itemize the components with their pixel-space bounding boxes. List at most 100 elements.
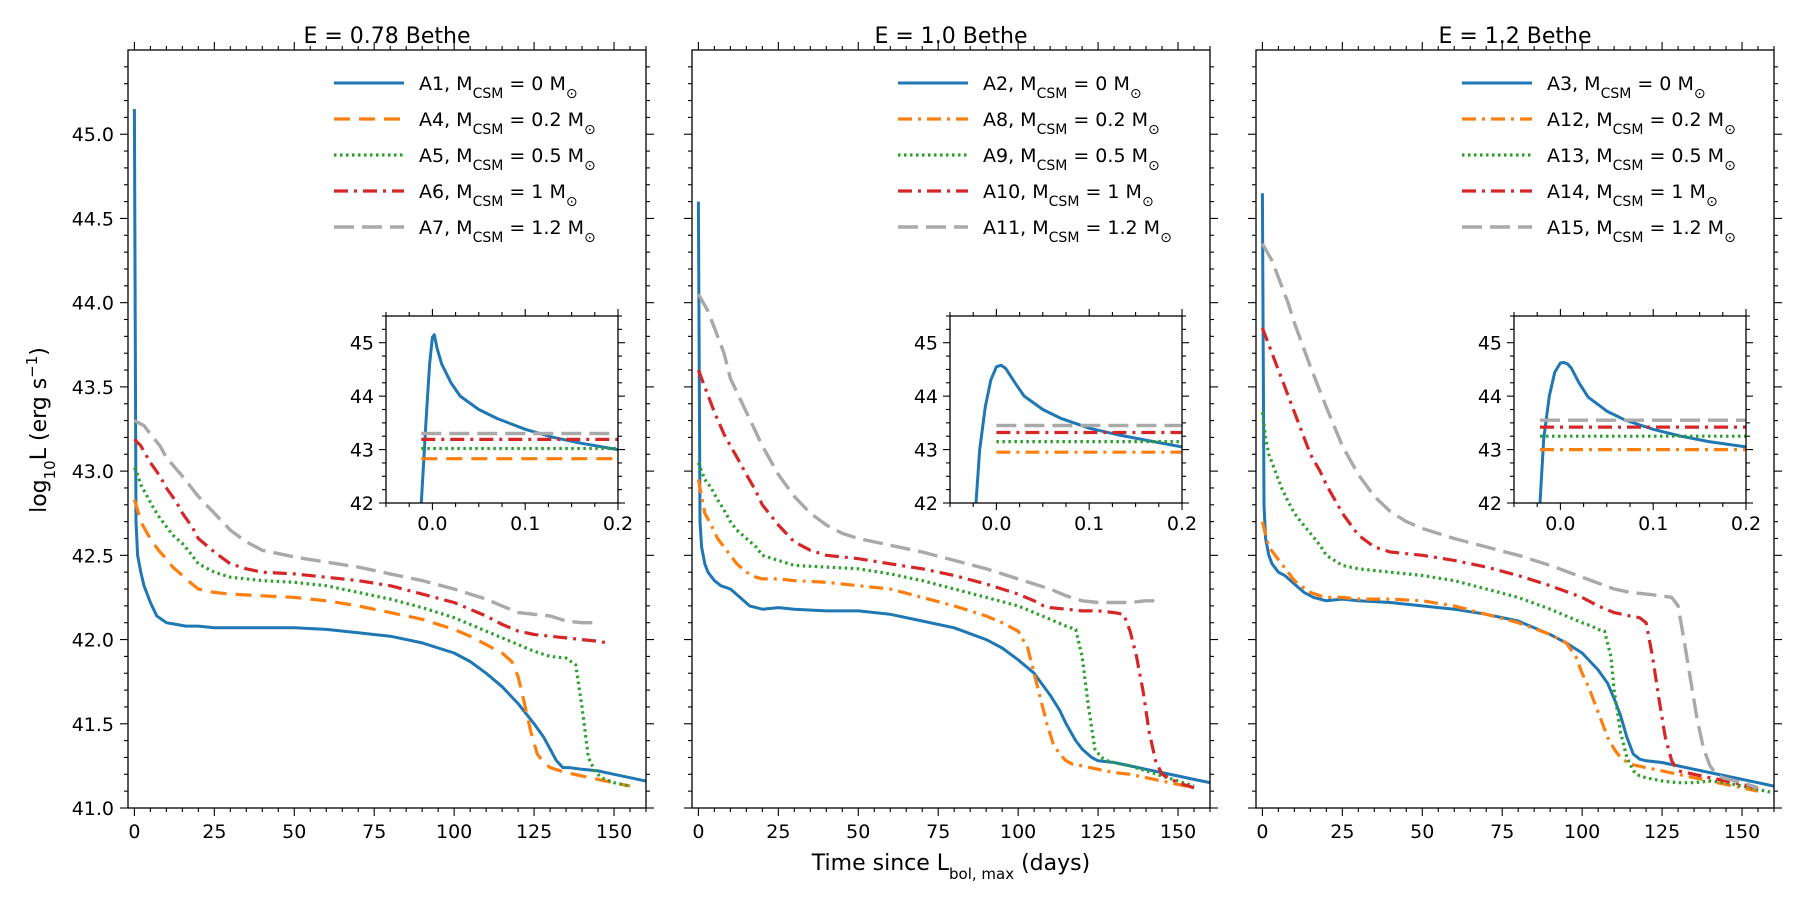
axes-frame (127, 49, 647, 809)
axes-frame (1255, 49, 1775, 809)
x-tick-label: 150 (1724, 821, 1760, 843)
series-group (1260, 193, 1774, 795)
y-tick-label: 43.5 (72, 377, 114, 399)
panel-3: E = 1.2 Bethe 0 25 50 75 100 125 150 A3, MCSM = … (1248, 24, 1782, 843)
y-axis-label: log10L (erg s−1) (23, 347, 59, 513)
series-line-a8 (696, 479, 1195, 790)
inset-series-group (974, 363, 1182, 503)
panel-1: E = 0.78 Bethe 0 25 50 75 100 125 150 41.0 41.5 42… (72, 24, 654, 843)
inset-x-tick-label: 0.2 (603, 513, 633, 535)
x-tick-label: 75 (926, 821, 950, 843)
inset-y-tick-label: 43 (1478, 440, 1502, 462)
y-tick-label: 44.5 (72, 208, 114, 230)
legend-entry-a10: A10, MCSM = 1 M⊙ (983, 181, 1154, 210)
panel-title: E = 1.0 Bethe (874, 24, 1027, 49)
inset-series-line-a2 (974, 363, 1182, 503)
x-tick-label: 0 (1256, 821, 1268, 843)
inset-x-tick-label: 0.1 (1074, 513, 1104, 535)
series-line-a11 (696, 293, 1162, 605)
y-tick-label: 43.0 (72, 461, 114, 483)
series-line-a10 (696, 369, 1195, 790)
y-tick-label: 41.5 (72, 714, 114, 736)
series-line-a13 (1260, 411, 1774, 795)
inset-background (950, 316, 1182, 503)
x-tick-label: 50 (846, 821, 870, 843)
x-tick-label: 75 (362, 821, 386, 843)
x-tick-label: 100 (1564, 821, 1600, 843)
x-tick-label: 25 (1330, 821, 1354, 843)
legend-entry-a1: A1, MCSM = 0 M⊙ (419, 73, 578, 102)
legend-entry-a5: A5, MCSM = 0.5 M⊙ (419, 145, 596, 174)
x-tick-label: 150 (596, 821, 632, 843)
inset-y-tick-label: 45 (350, 333, 374, 355)
inset: 0.0 0.1 0.2 42 43 44 45 (350, 309, 633, 535)
x-tick-label: 75 (1490, 821, 1514, 843)
inset-y-tick-label: 42 (1478, 493, 1502, 515)
x-tick-label: 125 (516, 821, 552, 843)
panel-title: E = 1.2 Bethe (1438, 24, 1591, 49)
panel-title: E = 0.78 Bethe (303, 24, 470, 49)
panel-2: E = 1.0 Bethe 0 25 50 75 100 125 150 A2, MCSM = … (684, 24, 1218, 843)
inset-y-tick-label: 45 (1478, 333, 1502, 355)
inset-y-tick-label: 42 (350, 493, 374, 515)
series-line-a2 (696, 201, 1210, 785)
legend-entry-a13: A13, MCSM = 0.5 M⊙ (1547, 145, 1736, 174)
inset-series-line-a3 (1538, 361, 1746, 503)
inset-background (1514, 316, 1746, 503)
y-tick-label: 42.0 (72, 630, 114, 652)
legend-entry-a15: A15, MCSM = 1.2 M⊙ (1547, 217, 1736, 246)
legend-entry-a11: A11, MCSM = 1.2 M⊙ (983, 217, 1172, 246)
x-tick-label: 0 (128, 821, 140, 843)
inset-y-tick-label: 43 (350, 440, 374, 462)
series-line-a4 (132, 499, 631, 788)
inset: 0.0 0.1 0.2 42 43 44 45 (1478, 309, 1761, 535)
axes-frame (691, 49, 1211, 809)
y-tick-label: 42.5 (72, 545, 114, 567)
y-tick-label: 44.0 (72, 293, 114, 315)
inset-x-tick-label: 0.0 (1545, 513, 1575, 535)
legend: A1, MCSM = 0 M⊙ A4, MCSM = 0.2 M⊙ A5, MCSM… (334, 73, 596, 246)
x-tick-label: 100 (1000, 821, 1036, 843)
legend: A3, MCSM = 0 M⊙ A12, MCSM = 0.2 M⊙ A13, MC… (1462, 73, 1736, 246)
inset-background (386, 316, 618, 503)
series-line-a15 (1260, 242, 1759, 790)
inset-y-tick-label: 43 (914, 440, 938, 462)
legend-entry-a6: A6, MCSM = 1 M⊙ (419, 181, 578, 210)
legend-entry-a12: A12, MCSM = 0.2 M⊙ (1547, 109, 1736, 138)
inset-x-tick-label: 0.0 (417, 513, 447, 535)
series-group (132, 108, 646, 788)
inset-x-tick-label: 0.1 (1638, 513, 1668, 535)
x-tick-label: 25 (766, 821, 790, 843)
x-tick-label: 25 (202, 821, 226, 843)
series-line-a3 (1260, 193, 1774, 788)
x-tick-label: 125 (1644, 821, 1680, 843)
inset-y-tick-label: 42 (914, 493, 938, 515)
inset-x-tick-label: 0.2 (1167, 513, 1197, 535)
x-tick-label: 150 (1160, 821, 1196, 843)
x-tick-label: 100 (436, 821, 472, 843)
legend: A2, MCSM = 0 M⊙ A8, MCSM = 0.2 M⊙ A9, MCSM… (898, 73, 1172, 246)
inset-x-tick-label: 0.2 (1731, 513, 1761, 535)
series-line-a5 (132, 467, 631, 788)
inset-y-tick-label: 44 (350, 386, 374, 408)
legend-entry-a3: A3, MCSM = 0 M⊙ (1547, 73, 1706, 102)
series-line-a6 (133, 437, 608, 645)
inset-x-tick-label: 0.1 (510, 513, 540, 535)
inset-series-group (1538, 361, 1746, 503)
legend-entry-a7: A7, MCSM = 1.2 M⊙ (419, 217, 596, 246)
inset: 0.0 0.1 0.2 42 43 44 45 (914, 309, 1197, 535)
inset-y-tick-label: 44 (1478, 386, 1502, 408)
x-tick-label: 50 (282, 821, 306, 843)
series-group (696, 201, 1210, 790)
legend-entry-a2: A2, MCSM = 0 M⊙ (983, 73, 1142, 102)
series-line-a14 (1260, 327, 1759, 790)
y-tick-label: 41.0 (72, 798, 114, 820)
legend-entry-a14: A14, MCSM = 1 M⊙ (1547, 181, 1718, 210)
series-line-a1 (132, 108, 646, 783)
inset-series-group (419, 333, 618, 503)
legend-entry-a8: A8, MCSM = 0.2 M⊙ (983, 109, 1160, 138)
x-tick-label: 50 (1410, 821, 1434, 843)
legend-entry-a4: A4, MCSM = 0.2 M⊙ (419, 109, 596, 138)
inset-x-tick-label: 0.0 (981, 513, 1011, 535)
